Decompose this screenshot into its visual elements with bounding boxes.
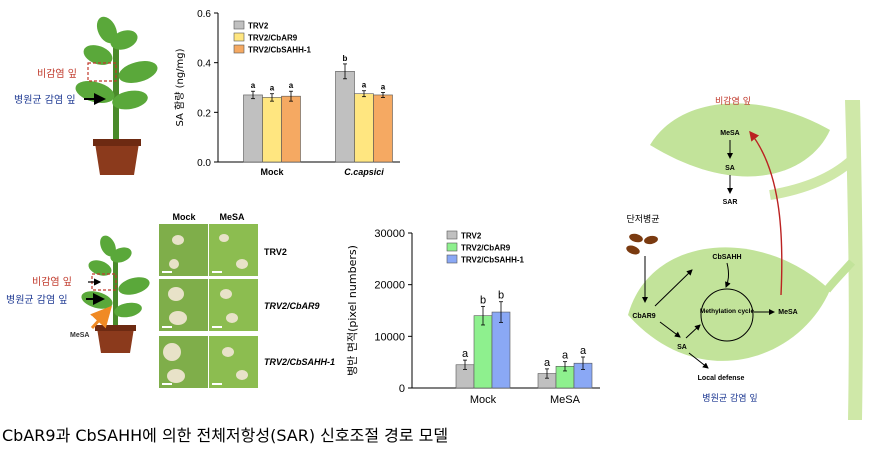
category-label: MeSA bbox=[550, 394, 581, 406]
y-axis-label: SA 함량 (ng/mg) bbox=[174, 48, 186, 126]
y-tick-label: 0.0 bbox=[197, 158, 211, 169]
sar-model-diagram: 비감염 잎 병원균 감염 잎 MeSA SA SAR 단저병균 CbSAHH M… bbox=[626, 95, 863, 420]
figure-caption: CbAR9과 CbSAHH에 의한 전체저항성(SAR) 신호조절 경로 모델 bbox=[2, 426, 449, 445]
significance-letter: a bbox=[251, 81, 256, 90]
bar bbox=[335, 71, 355, 163]
y-tick-label: 0.2 bbox=[197, 108, 211, 119]
significance-letter: b bbox=[480, 294, 486, 306]
leaf-photo-grid: Mock MeSA TRV2 TRV2/CbAR9 TRV2/CbSAHH-1 bbox=[159, 212, 335, 388]
leaf-photo-cbsahh-mesa bbox=[209, 336, 258, 388]
systemic-leaf-label-bottom: 비감염 잎 bbox=[32, 276, 72, 288]
node-top-sa: SA bbox=[725, 165, 735, 172]
significance-letter: a bbox=[289, 81, 294, 90]
systemic-leaf-label-top: 비감염 잎 bbox=[37, 68, 77, 80]
node-methylation-cycle: Methylation cycle bbox=[700, 308, 755, 315]
y-tick-label: 0 bbox=[399, 383, 405, 395]
photo-row-cbar9: TRV2/CbAR9 bbox=[264, 301, 320, 311]
y-tick-label: 0.4 bbox=[197, 59, 211, 70]
significance-letter: b bbox=[343, 54, 348, 63]
node-sa: SA bbox=[677, 344, 687, 351]
legend-swatch bbox=[446, 242, 458, 252]
bar bbox=[243, 94, 263, 163]
significance-letter: a bbox=[580, 345, 587, 357]
node-top-mesa: MeSA bbox=[720, 130, 739, 137]
lesion-area-bar-chart: 0 10000 20000 30000 병반 면적(pixel numbers) a b b M… bbox=[346, 228, 600, 406]
y-tick-label: 0.6 bbox=[197, 9, 211, 20]
significance-letter: a bbox=[270, 84, 275, 93]
y-tick-label: 10000 bbox=[374, 331, 405, 343]
bar bbox=[473, 315, 493, 389]
bar bbox=[281, 95, 301, 163]
legend-swatch bbox=[233, 20, 245, 30]
category-label: Mock bbox=[470, 394, 497, 406]
node-cbsahh: CbSAHH bbox=[712, 254, 741, 261]
category-label: C.capsici bbox=[344, 167, 384, 177]
leaf-photo-cbar9-mesa bbox=[209, 279, 258, 331]
significance-letter: a bbox=[544, 357, 551, 369]
pathogen-spores-icon bbox=[626, 233, 658, 255]
legend-label: TRV2/CbSAHH-1 bbox=[461, 256, 525, 265]
leaf-photo-cbsahh-mock bbox=[159, 336, 208, 388]
y-tick-label: 20000 bbox=[374, 280, 405, 292]
photo-col-mesa: MeSA bbox=[219, 212, 245, 222]
sa-content-bar-chart: 0.0 0.2 0.4 0.6 SA 함량 (ng/mg) a a a Mock b a a C.cap… bbox=[174, 9, 400, 177]
model-systemic-leaf-title: 비감염 잎 bbox=[715, 95, 751, 107]
node-cbar9: CbAR9 bbox=[632, 313, 655, 320]
leaf-photo-trv2-mock bbox=[159, 224, 208, 276]
bar bbox=[354, 93, 374, 163]
legend-label: TRV2/CbAR9 bbox=[248, 34, 298, 43]
infected-leaf-label-bottom: 병원균 감염 잎 bbox=[6, 294, 68, 306]
significance-letter: b bbox=[498, 290, 504, 302]
legend-label: TRV2/CbAR9 bbox=[461, 244, 511, 253]
significance-letter: a bbox=[381, 82, 386, 91]
legend-swatch bbox=[233, 44, 245, 54]
infected-leaf-label-top: 병원균 감염 잎 bbox=[14, 94, 76, 106]
mesa-transport-arrow bbox=[749, 130, 783, 296]
significance-letter: a bbox=[362, 81, 367, 90]
legend-label: TRV2 bbox=[248, 22, 269, 31]
category-label: Mock bbox=[260, 167, 284, 177]
significance-letter: a bbox=[562, 350, 569, 362]
mesa-treatment-label: MeSA bbox=[70, 332, 89, 339]
significance-letter: a bbox=[462, 348, 469, 360]
plant-illustration-top bbox=[75, 16, 158, 175]
node-mesa: MeSA bbox=[778, 309, 797, 316]
bar bbox=[373, 94, 393, 163]
photo-row-trv2: TRV2 bbox=[264, 247, 287, 257]
infected-leaf-shape bbox=[628, 247, 830, 361]
leaf-photo-trv2-mesa bbox=[209, 224, 258, 276]
plant-illustration-bottom bbox=[81, 235, 150, 353]
node-local-defense: Local defense bbox=[698, 375, 745, 382]
y-tick-label: 30000 bbox=[374, 228, 405, 240]
pathogen-label: 단저병균 bbox=[626, 214, 659, 225]
legend-swatch bbox=[446, 230, 458, 240]
node-top-sar: SAR bbox=[723, 199, 738, 206]
systemic-leaf-shape bbox=[650, 103, 830, 177]
legend-swatch bbox=[233, 32, 245, 42]
photo-row-cbsahh: TRV2/CbSAHH-1 bbox=[264, 357, 335, 367]
model-infected-leaf-title: 병원균 감염 잎 bbox=[702, 392, 757, 404]
bar bbox=[491, 311, 511, 389]
legend-swatch bbox=[446, 254, 458, 264]
photo-col-mock: Mock bbox=[172, 212, 196, 222]
bar bbox=[262, 97, 282, 163]
legend-label: TRV2 bbox=[461, 232, 482, 241]
legend-label: TRV2/CbSAHH-1 bbox=[248, 46, 312, 55]
y-axis-label: 병반 면적(pixel numbers) bbox=[346, 245, 359, 376]
